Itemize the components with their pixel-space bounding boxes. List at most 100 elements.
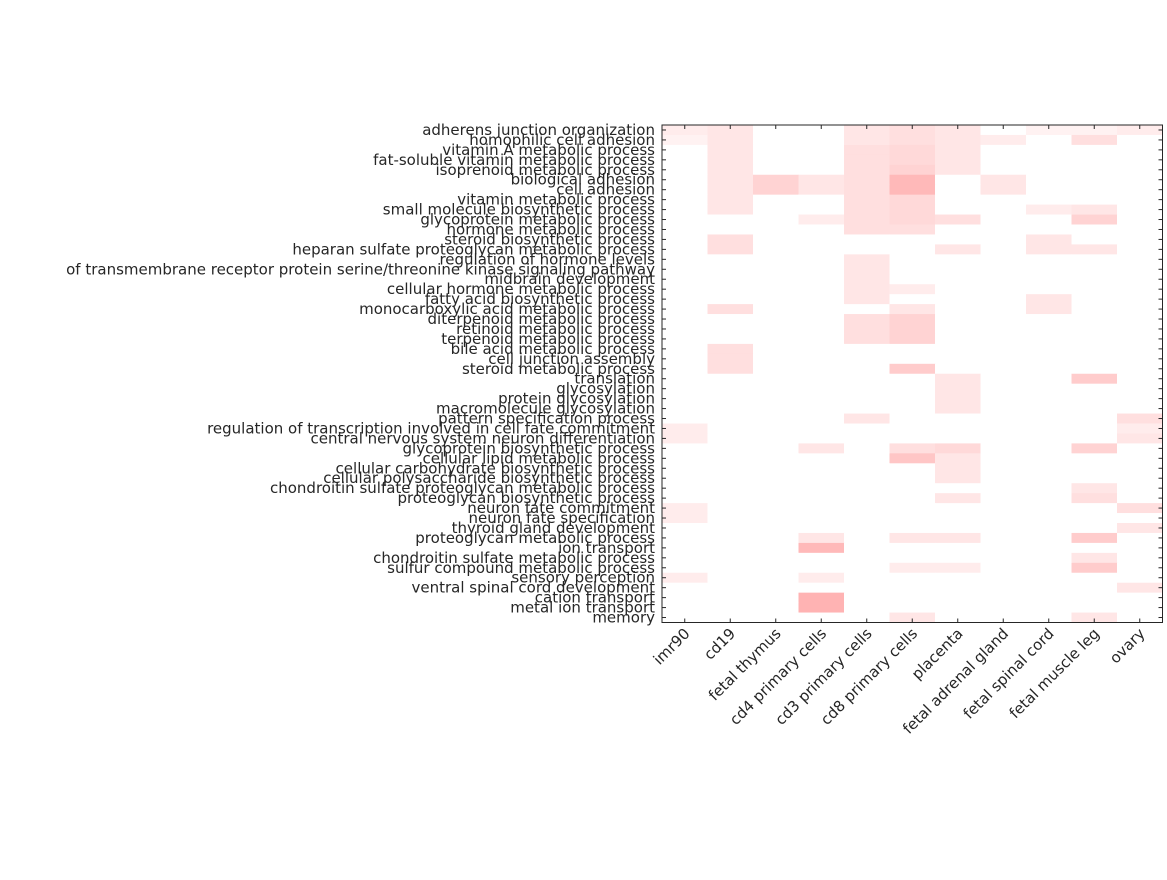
heatmap-cell	[844, 184, 890, 196]
heatmap-cell	[1026, 493, 1072, 504]
heatmap-cell	[1071, 194, 1118, 205]
heatmap-cell	[844, 314, 890, 325]
heatmap-cell	[798, 453, 845, 464]
heatmap-cell	[1071, 314, 1118, 325]
heatmap-cell	[889, 174, 936, 186]
heatmap-cell	[980, 532, 1027, 544]
row-labels: adherens junction organizationhomophilic…	[66, 121, 655, 627]
heatmap-cell	[753, 204, 799, 215]
heatmap-cell	[707, 403, 754, 414]
heatmap-cell	[707, 353, 754, 365]
heatmap-cell	[1026, 513, 1072, 524]
heatmap-cell	[1071, 582, 1118, 594]
heatmap-cell	[1071, 343, 1118, 355]
heatmap-cell	[798, 373, 845, 385]
heatmap-cell	[980, 194, 1027, 205]
heatmap-cell	[935, 523, 981, 534]
heatmap-cell	[662, 294, 708, 305]
heatmap-cell	[935, 612, 981, 623]
row-label: midbrain development	[484, 270, 655, 288]
heatmap-cell	[1117, 234, 1163, 245]
heatmap-cell	[1117, 612, 1163, 623]
heatmap-cell	[889, 443, 936, 454]
heatmap-cell	[980, 254, 1027, 265]
heatmap-cell	[1071, 234, 1118, 245]
column-label: ovary	[1106, 625, 1149, 668]
heatmap-cell	[980, 582, 1027, 594]
heatmap-cell	[753, 274, 799, 285]
row-label: cell junction assembly	[488, 350, 655, 368]
heatmap-cell	[753, 333, 799, 345]
heatmap-cell	[1071, 413, 1118, 424]
heatmap-cell	[980, 473, 1027, 484]
heatmap-cell	[707, 244, 754, 255]
heatmap-cell	[753, 453, 799, 464]
heatmap-cell	[980, 264, 1027, 275]
heatmap-cell	[798, 214, 845, 225]
heatmap-cell	[980, 513, 1027, 524]
heatmap-cell	[980, 493, 1027, 504]
heatmap-cell	[844, 413, 890, 424]
heatmap-cell	[844, 433, 890, 444]
heatmap-cell	[662, 234, 708, 245]
heatmap-cell	[1117, 513, 1163, 524]
heatmap-cell	[1071, 264, 1118, 275]
row-label: glycoprotein biosynthetic process	[403, 439, 656, 457]
heatmap-cell	[844, 125, 890, 136]
heatmap-cell	[1071, 284, 1118, 295]
heatmap-cell	[1117, 224, 1163, 235]
heatmap-cell	[1117, 164, 1163, 176]
heatmap-cell	[1117, 572, 1163, 584]
heatmap-cell	[1117, 473, 1163, 484]
heatmap-cell	[1026, 612, 1072, 623]
row-label: fatty acid biosynthetic process	[425, 290, 655, 308]
heatmap-cell	[753, 294, 799, 305]
heatmap-cell	[889, 324, 936, 335]
heatmap-cell	[844, 224, 890, 235]
heatmap-cell	[707, 483, 754, 494]
heatmap-cell	[980, 423, 1027, 434]
heatmap-cell	[980, 383, 1027, 395]
heatmap-cell	[753, 224, 799, 235]
heatmap-cell	[707, 493, 754, 504]
heatmap-cell	[1071, 542, 1118, 554]
heatmap-cell	[980, 463, 1027, 474]
row-label: cellular hormone metabolic process	[387, 280, 655, 298]
heatmap-cell	[889, 383, 936, 395]
heatmap-cell	[1026, 324, 1072, 335]
heatmap-cell	[707, 304, 754, 315]
heatmap-cell	[889, 204, 936, 215]
heatmap-cell	[1026, 343, 1072, 355]
heatmap-cell	[844, 592, 890, 603]
heatmap-cell	[662, 423, 708, 434]
heatmap-cell	[753, 174, 799, 186]
heatmap-cell	[1026, 582, 1072, 594]
heatmap-cell	[844, 503, 890, 514]
heatmap-cell	[1026, 572, 1072, 584]
heatmap-cell	[1026, 473, 1072, 484]
heatmap-cell	[935, 274, 981, 285]
heatmap-cell	[844, 562, 890, 574]
heatmap-cell	[753, 164, 799, 176]
heatmap-cell	[980, 134, 1027, 146]
heatmap-cell	[707, 134, 754, 146]
heatmap-cell	[980, 244, 1027, 255]
heatmap-cell	[935, 174, 981, 186]
row-label: memory	[592, 609, 655, 627]
heatmap-cell	[935, 513, 981, 524]
row-label: fat-soluble vitamin metabolic process	[373, 151, 655, 169]
heatmap-cell	[935, 164, 981, 176]
heatmap-cell	[753, 314, 799, 325]
heatmap-cell	[798, 463, 845, 474]
heatmap-cell	[1071, 403, 1118, 414]
heatmap-cell	[798, 154, 845, 166]
heatmap-cell	[707, 154, 754, 166]
heatmap-cell	[1071, 612, 1118, 623]
heatmap-cell	[980, 552, 1027, 564]
heatmap-cell	[935, 592, 981, 603]
heatmap-cell	[935, 264, 981, 275]
heatmap-cell	[1071, 423, 1118, 434]
heatmap-cell	[1026, 154, 1072, 166]
heatmap-cell	[798, 134, 845, 146]
heatmap-cell	[798, 244, 845, 255]
